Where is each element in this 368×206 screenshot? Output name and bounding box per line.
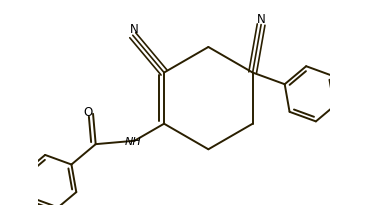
Text: NH: NH [125,137,142,147]
Text: O: O [83,106,92,119]
Text: N: N [257,13,266,26]
Text: N: N [130,23,138,36]
